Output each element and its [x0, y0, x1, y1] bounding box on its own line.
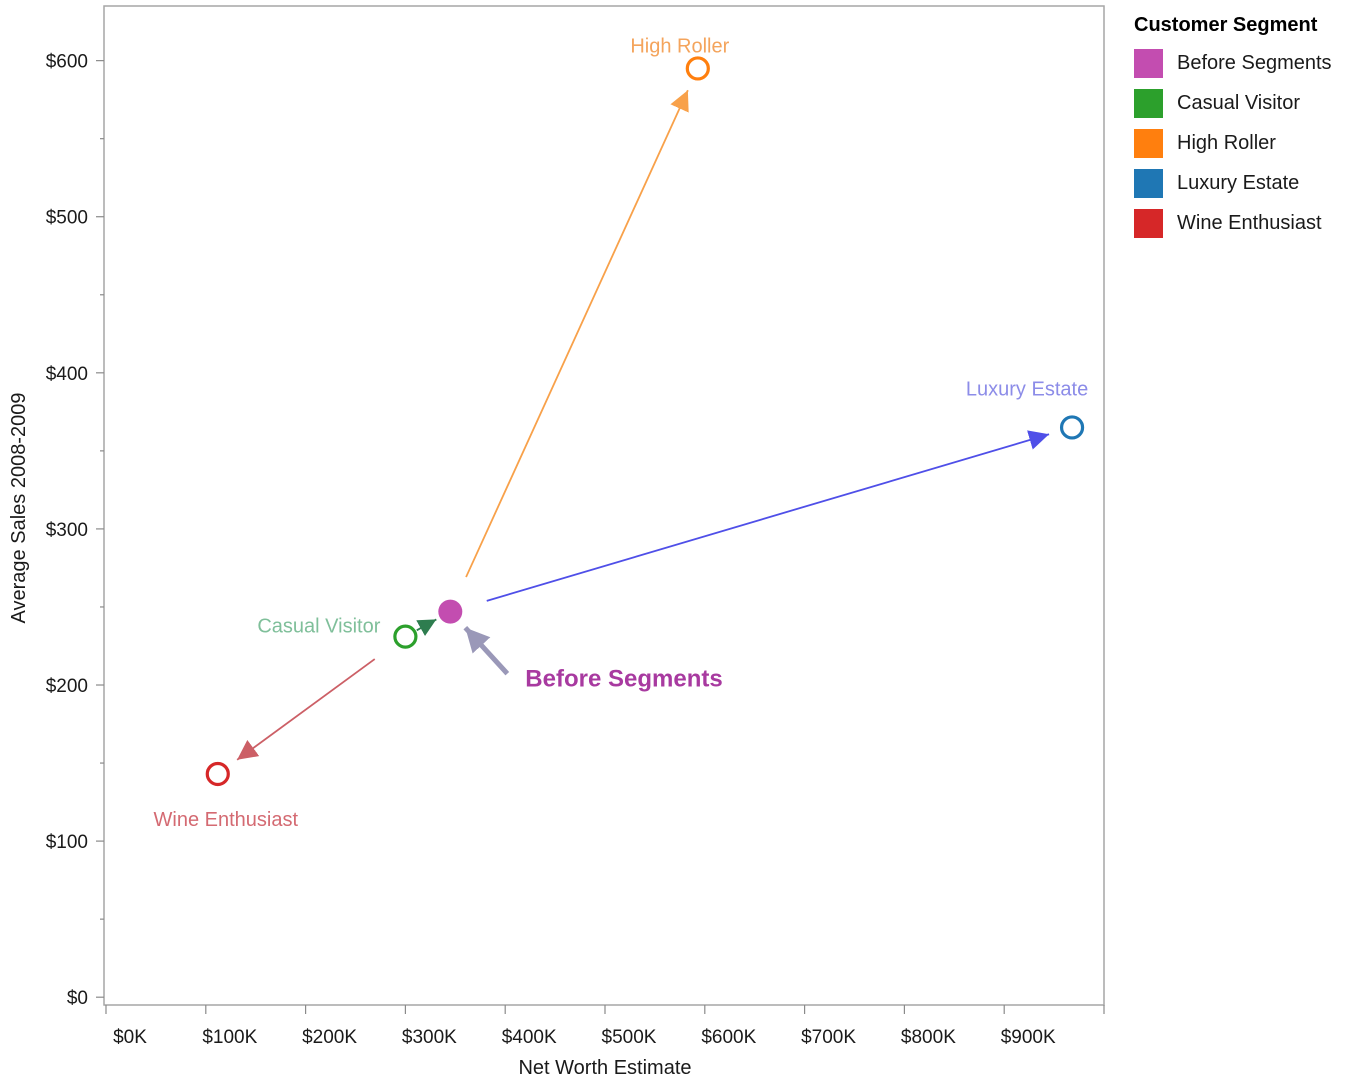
- segment-arrow: [486, 430, 1050, 602]
- x-tick-label: $400K: [502, 1027, 557, 1048]
- point-label: Luxury Estate: [966, 378, 1088, 400]
- segment-arrow: [465, 89, 689, 578]
- x-tick-label: $700K: [801, 1027, 856, 1048]
- x-tick-label: $500K: [602, 1027, 657, 1048]
- legend-item: Wine Enthusiast: [1134, 203, 1332, 243]
- x-tick-label: $800K: [901, 1027, 956, 1048]
- legend-label: Luxury Estate: [1177, 171, 1300, 194]
- y-tick-label: $300: [46, 520, 88, 541]
- legend-item: Before Segments: [1134, 43, 1332, 83]
- legend-label: High Roller: [1177, 131, 1276, 154]
- data-point: [393, 624, 418, 649]
- legend-label: Casual Visitor: [1177, 91, 1301, 114]
- x-axis-title: Net Worth Estimate: [518, 1057, 691, 1078]
- legend-label: Before Segments: [1177, 51, 1332, 74]
- x-tick-label: $0K: [113, 1027, 147, 1048]
- pointer-arrow: [463, 625, 510, 676]
- x-tick-label: $900K: [1001, 1027, 1056, 1048]
- segment-arrow: [236, 658, 376, 761]
- legend-swatch: [1134, 168, 1163, 198]
- point-label: Casual Visitor: [257, 616, 380, 638]
- y-tick-label: $600: [46, 52, 88, 73]
- legend-item: High Roller: [1134, 123, 1332, 163]
- legend-swatch: [1134, 128, 1163, 158]
- data-point: [205, 761, 230, 787]
- y-tick-label: $0: [67, 988, 88, 1009]
- legend-item: Casual Visitor: [1134, 83, 1332, 123]
- x-tick-label: $200K: [302, 1027, 357, 1048]
- legend-swatch: [1134, 88, 1163, 118]
- data-point: [1059, 415, 1085, 440]
- legend-item: Luxury Estate: [1134, 163, 1332, 203]
- data-point: [438, 599, 463, 624]
- x-tick-label: $600K: [701, 1027, 756, 1048]
- y-tick-label: $200: [46, 676, 88, 697]
- point-label: Wine Enthusiast: [154, 809, 299, 831]
- y-axis-title: Average Sales 2008-2009: [8, 393, 30, 624]
- y-tick-label: $100: [46, 832, 88, 853]
- legend-title: Customer Segment: [1134, 14, 1318, 36]
- x-tick-label: $100K: [202, 1027, 257, 1048]
- legend-swatch: [1134, 208, 1163, 238]
- data-point: [685, 56, 710, 81]
- x-tick-label: $300K: [402, 1027, 457, 1048]
- y-tick-label: $400: [46, 364, 88, 385]
- point-label: Before Segments: [525, 666, 722, 693]
- plot-frame: [103, 5, 1105, 1006]
- point-label: High Roller: [630, 35, 729, 57]
- legend-label: Wine Enthusiast: [1177, 211, 1322, 234]
- legend: Customer Segment Before Segments Casual …: [1134, 14, 1332, 243]
- y-tick-label: $500: [46, 208, 88, 229]
- segment-arrow: [416, 618, 437, 637]
- legend-swatch: [1134, 48, 1163, 78]
